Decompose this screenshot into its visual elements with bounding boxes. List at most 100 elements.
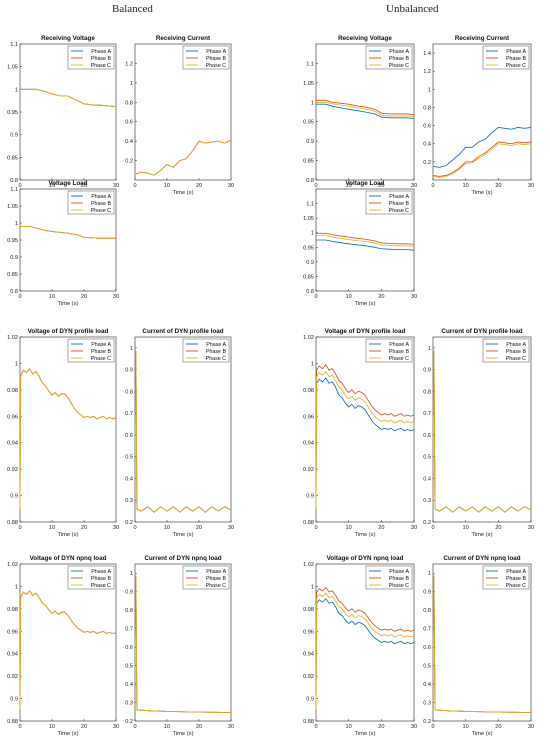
y-tick-label: 0.4 (423, 476, 431, 482)
y-tick-label: 0.96 (7, 414, 18, 420)
x-tick-label: 20 (495, 525, 501, 531)
x-tick-label: 0 (431, 724, 434, 730)
y-tick-label: 0.96 (303, 414, 314, 420)
legend-box (67, 190, 115, 215)
legend-box (482, 338, 530, 363)
y-tick-label: 0.6 (125, 120, 133, 126)
legend-label: Phase B (389, 576, 409, 582)
y-tick-label: 1 (130, 346, 133, 352)
chart-title: Receiving Current (455, 35, 510, 42)
x-tick-label: 20 (81, 724, 87, 730)
y-tick-label: 0.9 (423, 368, 431, 374)
legend-label: Phase A (91, 49, 111, 55)
y-tick-label: 0.85 (303, 274, 314, 280)
y-tick-label: 0.5 (423, 455, 431, 461)
y-tick-label: 1 (428, 346, 431, 352)
y-tick-label: 0.7 (125, 411, 133, 417)
chart-unbal-dyn-npnq-voltage: Voltage of DYN npnq load 0.88 0.9 0.92 0.94 0… (303, 555, 417, 737)
legend-label: Phase A (206, 569, 226, 575)
x-axis-label: Time (s) (354, 731, 375, 737)
x-tick-label: 10 (346, 724, 352, 730)
chart-title: Receiving Voltage (338, 35, 392, 42)
legend-label: Phase B (506, 576, 526, 582)
series-line-phase-c (432, 573, 532, 713)
y-tick-label: 0.8 (125, 100, 133, 106)
y-tick-label: 1.05 (303, 216, 314, 222)
y-tick-label: 0.7 (423, 411, 431, 417)
y-tick-label: 0.85 (303, 159, 314, 165)
y-tick-label: 1 (311, 584, 314, 590)
y-tick-label: 1.1 (306, 61, 314, 67)
y-tick-label: 1.05 (7, 65, 18, 71)
y-tick-label: 0.6 (423, 124, 431, 130)
x-tick-label: 30 (411, 183, 417, 189)
y-tick-label: 0.98 (7, 388, 18, 394)
legend-box (365, 190, 413, 215)
y-tick-label: 0.92 (303, 674, 314, 680)
x-tick-label: 30 (411, 525, 417, 531)
y-tick-label: 1 (428, 571, 431, 577)
y-tick-label: 1.05 (7, 204, 18, 210)
y-tick-label: 0.3 (125, 498, 133, 504)
y-tick-label: 0.88 (7, 719, 18, 725)
series-line-phase-a (315, 598, 415, 710)
legend-label: Phase C (91, 208, 111, 214)
y-tick-label: 0.8 (10, 289, 18, 295)
y-tick-label: 0.9 (306, 697, 314, 703)
y-tick-label: 0.6 (423, 645, 431, 651)
legend-label: Phase A (506, 49, 526, 55)
y-tick-label: 0.85 (7, 155, 18, 161)
x-axis-label: Time (s) (57, 731, 78, 737)
legend-label: Phase B (206, 349, 226, 355)
x-tick-label: 0 (431, 183, 434, 189)
legend-label: Phase B (91, 576, 111, 582)
x-tick-label: 20 (378, 183, 384, 189)
x-tick-label: 20 (196, 183, 202, 189)
y-tick-label: 0.4 (125, 682, 133, 688)
y-tick-label: 0.9 (10, 697, 18, 703)
y-tick-label: 0.9 (306, 494, 314, 500)
x-tick-label: 10 (346, 183, 352, 189)
y-tick-label: 0.96 (303, 629, 314, 635)
y-tick-label: 0.4 (125, 476, 133, 482)
chart-title: Receiving Current (156, 35, 211, 42)
y-tick-label: 1 (15, 221, 18, 227)
legend-label: Phase B (206, 576, 226, 582)
y-tick-label: 0.7 (125, 627, 133, 633)
y-tick-label: 0.2 (423, 719, 431, 725)
series-line-phase-c (316, 235, 415, 247)
y-tick-label: 0.3 (423, 498, 431, 504)
series-line-phase-c (432, 347, 532, 513)
series-line-phase-a (316, 239, 415, 251)
y-tick-label: 0.9 (125, 368, 133, 374)
legend-label: Phase C (206, 356, 226, 362)
series-line-phase-c (315, 592, 415, 710)
plot-area (19, 336, 117, 523)
legend-label: Phase C (389, 63, 409, 69)
legend-label: Phase A (389, 194, 409, 200)
legend-box (67, 338, 115, 363)
legend-box (482, 565, 530, 590)
y-tick-label: 0.5 (423, 664, 431, 670)
y-tick-label: 0.96 (7, 629, 18, 635)
x-axis-label: Time (s) (471, 731, 492, 737)
legend-box (365, 45, 413, 70)
x-tick-label: 30 (113, 183, 119, 189)
y-tick-label: 0.2 (125, 719, 133, 725)
y-tick-label: 0.6 (125, 645, 133, 651)
x-tick-label: 30 (411, 294, 417, 300)
x-tick-label: 20 (495, 183, 501, 189)
y-tick-label: 0.94 (7, 441, 18, 447)
x-tick-label: 0 (314, 183, 317, 189)
series-line-phase-a (315, 377, 415, 509)
legend-box (365, 565, 413, 590)
y-tick-label: 0.5 (125, 664, 133, 670)
x-tick-label: 10 (49, 294, 55, 300)
y-tick-label: 1 (311, 231, 314, 237)
